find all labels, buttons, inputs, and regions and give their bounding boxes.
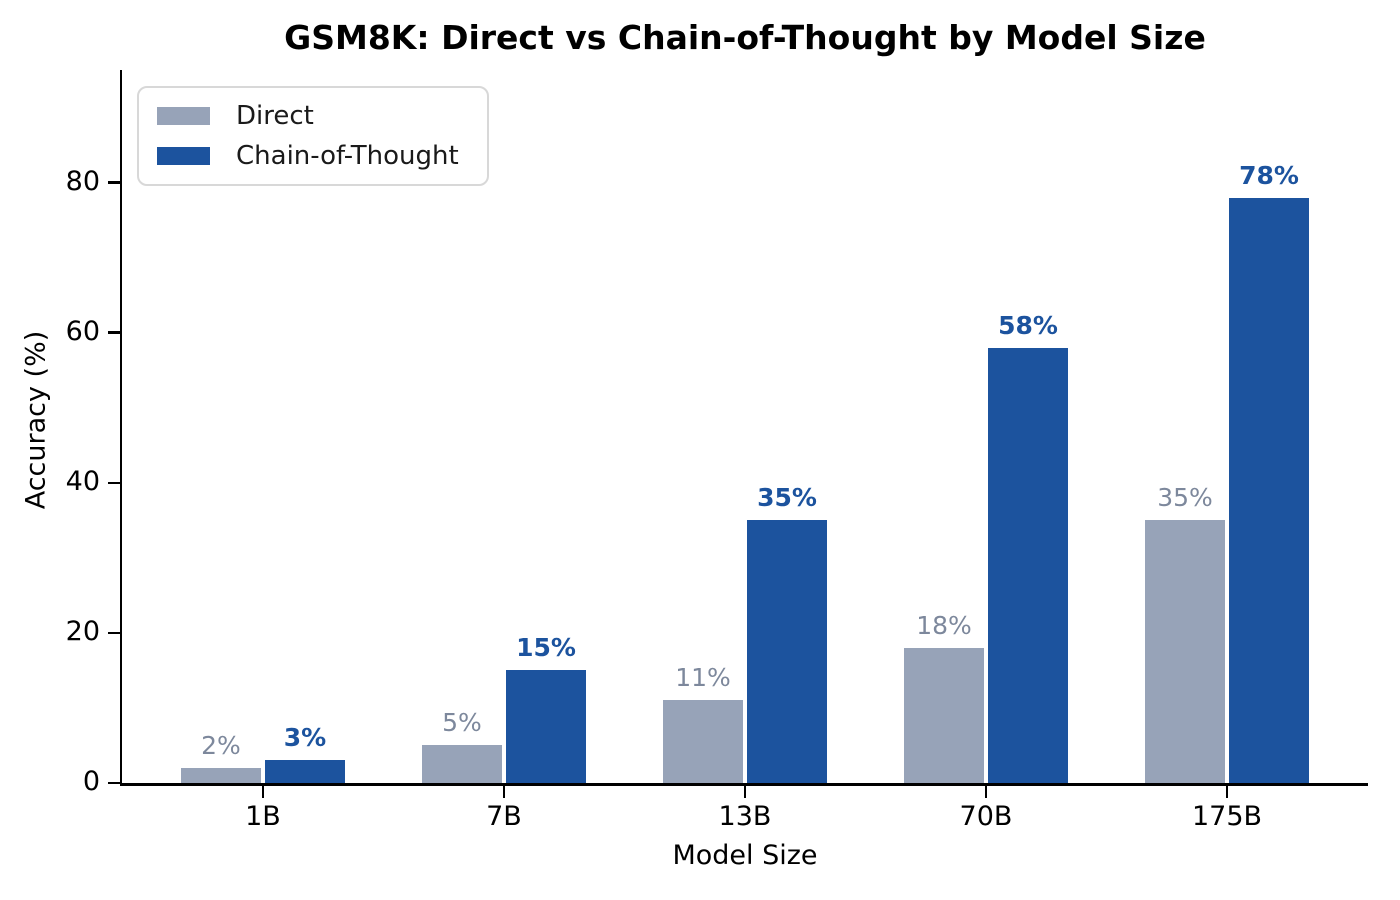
legend-row-direct: Direct <box>157 103 459 129</box>
x-tick-label-70B: 70B <box>959 801 1013 832</box>
bar-value-label-chain-of-thought-7b: 15% <box>516 633 576 663</box>
y-tick-mark-20 <box>107 631 120 635</box>
x-tick-label-175B: 175B <box>1191 801 1263 832</box>
y-tick-mark-60 <box>107 331 120 334</box>
plot-area: 0 20 40 60 80 2% 3% 5% 15% 11% 35% 18% 58% 35% 78% 1B… <box>66 70 1368 830</box>
bar-chain-of-thought-1b <box>264 760 345 783</box>
y-tick-mark-0 <box>107 781 120 785</box>
chart-title: GSM8K: Direct vs Chain-of-Thought by Mod… <box>284 18 1206 57</box>
y-tick-label-80: 80 <box>65 165 100 197</box>
x-tick-label-7B: 7B <box>486 801 522 832</box>
bar-chain-of-thought-13b <box>747 520 827 783</box>
bar-value-label-direct-7b: 5% <box>442 708 482 738</box>
legend-swatch-icon <box>157 107 210 125</box>
bar-chain-of-thought-70b <box>988 347 1068 783</box>
bar-value-label-direct-175b: 35% <box>1157 483 1213 513</box>
y-tick-label-0: 0 <box>82 766 100 797</box>
bar-direct-1b <box>180 768 261 783</box>
bar-value-label-chain-of-thought-13b: 35% <box>757 483 817 513</box>
bar-value-label-direct-13b: 11% <box>675 663 731 693</box>
bar-direct-175b <box>1145 520 1225 783</box>
x-tick-mark-70B <box>984 785 988 798</box>
y-tick-mark-80 <box>107 181 120 184</box>
legend-row-chain-of-thought: Chain-of-Thought <box>157 143 459 169</box>
bar-value-label-direct-70b: 18% <box>916 610 972 640</box>
y-tick-label-60: 60 <box>65 315 100 347</box>
bar-value-label-direct-1b: 2% <box>201 731 241 760</box>
x-tick-label-1B: 1B <box>245 801 281 832</box>
bar-direct-13b <box>663 700 743 783</box>
y-tick-mark-40 <box>107 481 120 485</box>
legend-swatch-icon <box>157 147 210 165</box>
x-tick-mark-175B <box>1225 785 1229 798</box>
y-tick-label-40: 40 <box>65 465 100 497</box>
bar-value-label-chain-of-thought-175b: 78% <box>1239 160 1299 190</box>
legend-label: Chain-of-Thought <box>236 141 459 171</box>
x-axis-label: Model Size <box>672 840 818 871</box>
bar-value-label-chain-of-thought-1b: 3% <box>283 723 327 753</box>
x-tick-mark-1B <box>261 785 265 798</box>
y-tick-label-20: 20 <box>65 615 100 647</box>
bar-chain-of-thought-7b <box>505 670 586 783</box>
bar-direct-70b <box>904 647 984 783</box>
bar-direct-7b <box>421 745 502 783</box>
x-axis-spine <box>119 783 1368 786</box>
x-tick-mark-13B <box>743 785 747 798</box>
x-tick-mark-7B <box>502 785 506 798</box>
legend: Direct Chain-of-Thought <box>137 86 489 186</box>
x-tick-label-13B: 13B <box>718 801 772 832</box>
bar-value-label-chain-of-thought-70b: 58% <box>998 310 1058 340</box>
y-axis-spine <box>119 70 122 786</box>
legend-label: Direct <box>236 101 314 131</box>
bar-chain-of-thought-175b <box>1229 197 1309 783</box>
